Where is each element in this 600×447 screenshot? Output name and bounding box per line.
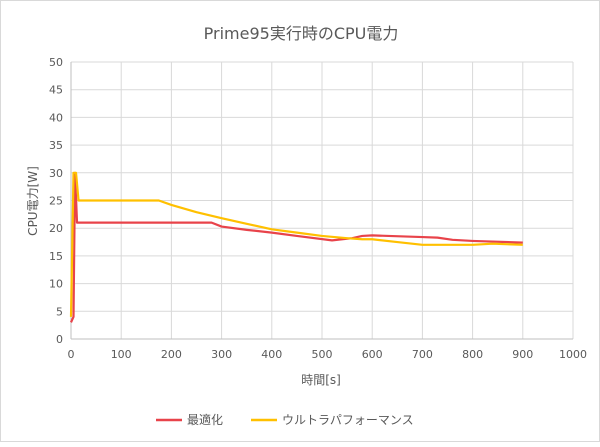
series-line-1	[69, 171, 523, 317]
x-tick-label: 800	[462, 348, 483, 361]
chart-title: Prime95実行時のCPU電力	[204, 24, 399, 43]
legend-label-1: ウルトラパフォーマンス	[282, 413, 414, 427]
x-tick-label: 300	[211, 348, 232, 361]
y-tick-label: 40	[49, 111, 63, 124]
y-tick-label: 35	[49, 139, 63, 152]
legend-label-0: 最適化	[187, 412, 223, 427]
x-tick-label: 1000	[559, 348, 587, 361]
y-tick-label: 50	[49, 56, 63, 69]
x-tick-label: 600	[362, 348, 383, 361]
y-tick-label: 10	[49, 278, 63, 291]
series-line-0	[69, 171, 523, 323]
x-tick-label: 700	[412, 348, 433, 361]
y-tick-label: 15	[49, 250, 63, 263]
y-axis-label: CPU電力[W]	[26, 166, 40, 236]
x-tick-label: 100	[111, 348, 132, 361]
x-tick-label: 900	[512, 348, 533, 361]
x-tick-label: 0	[68, 348, 75, 361]
y-tick-label: 25	[49, 195, 63, 208]
y-tick-label: 0	[56, 333, 63, 346]
y-tick-label: 5	[56, 305, 63, 318]
y-tick-label: 45	[49, 84, 63, 97]
x-tick-label: 400	[261, 348, 282, 361]
x-tick-label: 500	[312, 348, 333, 361]
y-tick-label: 30	[49, 167, 63, 180]
x-tick-label: 200	[161, 348, 182, 361]
y-tick-label: 20	[49, 222, 63, 235]
x-axis-label: 時間[s]	[301, 373, 341, 387]
